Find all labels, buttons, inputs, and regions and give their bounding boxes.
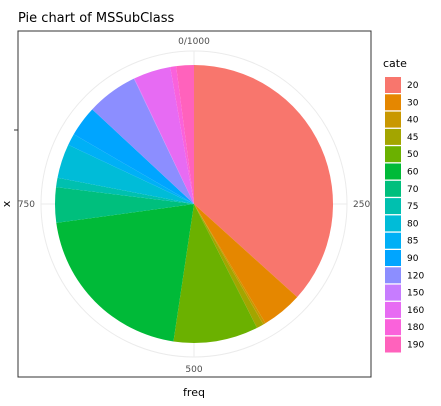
legend-key-70 xyxy=(385,180,401,197)
legend-label-75: 75 xyxy=(407,202,418,212)
chart-title: Pie chart of MSSubClass xyxy=(18,11,175,26)
legend-label-85: 85 xyxy=(407,237,418,247)
pie-slice-20 xyxy=(194,65,334,298)
pie-slice-120 xyxy=(92,78,194,204)
x-axis-title: freq xyxy=(183,386,205,399)
legend-label-90: 90 xyxy=(407,254,419,264)
theta-tick-labels: 0/1000 250 500 750 xyxy=(18,37,371,375)
legend-label-30: 30 xyxy=(407,98,419,108)
legend-label-120: 120 xyxy=(407,271,424,281)
pie-slice-75 xyxy=(56,177,194,204)
legend-key-75 xyxy=(385,198,401,215)
legend-key-80 xyxy=(385,215,401,232)
legend-key-120 xyxy=(385,267,401,284)
pie-slice-160 xyxy=(134,67,194,204)
legend-key-60 xyxy=(385,163,401,180)
pie-slice-50 xyxy=(173,204,258,343)
legend-key-160 xyxy=(385,301,401,318)
legend-label-180: 180 xyxy=(407,323,424,333)
theta-tick-label-0: 0/1000 xyxy=(178,37,210,47)
legend-label-20: 20 xyxy=(407,81,419,91)
legend-label-160: 160 xyxy=(407,306,424,316)
pie-slice-180 xyxy=(170,66,194,204)
legend-label-80: 80 xyxy=(407,219,419,229)
legend-key-180 xyxy=(385,319,401,336)
legend-key-150 xyxy=(385,284,401,301)
pie-slice-40 xyxy=(194,204,266,325)
legend-label-190: 190 xyxy=(407,341,424,351)
y-axis-title: x xyxy=(0,200,13,207)
legend-label-40: 40 xyxy=(407,116,419,126)
legend-title: cate xyxy=(383,57,407,70)
pie-slices xyxy=(54,65,334,343)
legend-key-30 xyxy=(385,94,401,111)
legend-items: 20 30 40 45 50 60 70 75 80 85 90 120 150 160 180 190 xyxy=(385,77,424,353)
pie-slice-85 xyxy=(68,134,194,204)
legend-key-190 xyxy=(385,336,401,353)
pie-slice-90 xyxy=(73,109,194,204)
legend-label-50: 50 xyxy=(407,150,419,160)
legend-label-150: 150 xyxy=(407,289,424,299)
theta-tick-label-2: 500 xyxy=(185,365,202,375)
legend-label-70: 70 xyxy=(407,185,419,195)
legend-key-40 xyxy=(385,111,401,128)
legend-key-85 xyxy=(385,232,401,249)
pie-slice-30 xyxy=(194,204,298,324)
pie-slice-190 xyxy=(176,65,194,204)
theta-tick-label-1: 250 xyxy=(353,200,370,210)
legend-key-45 xyxy=(385,128,401,145)
legend: cate 20 30 40 45 50 60 70 75 80 85 90 120 150 160 180 1… xyxy=(383,57,424,353)
theta-tick-label-3: 750 xyxy=(18,200,35,210)
legend-key-90 xyxy=(385,250,401,266)
legend-label-45: 45 xyxy=(407,133,418,143)
pie-slice-80 xyxy=(57,144,195,204)
legend-key-50 xyxy=(385,146,401,163)
pie-slice-45 xyxy=(194,204,264,328)
legend-key-20 xyxy=(385,77,401,93)
pie-slice-150 xyxy=(133,78,194,204)
legend-label-60: 60 xyxy=(407,168,419,178)
pie-slice-60 xyxy=(56,204,194,342)
pie-slice-70 xyxy=(54,187,195,223)
